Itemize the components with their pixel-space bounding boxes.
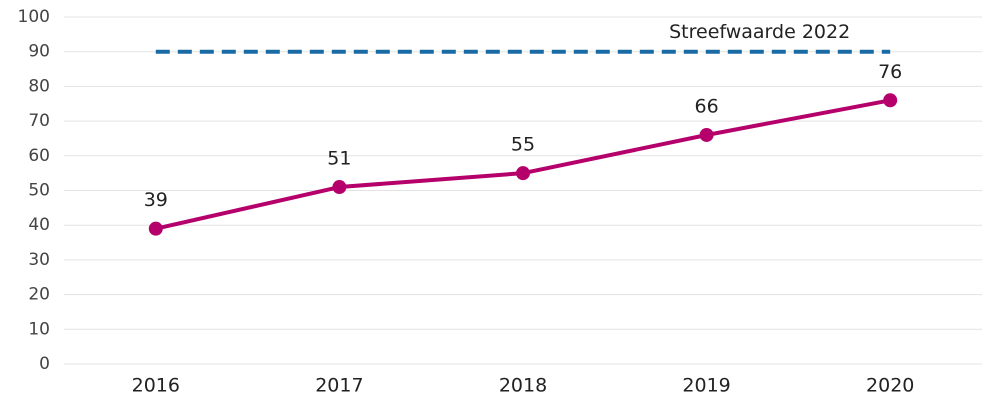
data-label: 66	[695, 95, 719, 117]
y-tick-label: 30	[28, 250, 50, 270]
series-line	[155, 98, 891, 231]
x-tick-label: 2016	[132, 375, 180, 397]
y-tick-label: 40	[28, 215, 50, 235]
data-point	[332, 180, 347, 195]
data-label: 51	[327, 148, 351, 170]
data-label: 39	[144, 189, 168, 211]
y-tick-label: 10	[28, 319, 50, 339]
data-point	[883, 93, 898, 108]
y-tick-label: 50	[28, 181, 50, 201]
data-point	[148, 221, 163, 236]
data-label: 55	[511, 134, 535, 156]
y-tick-label: 90	[28, 42, 50, 62]
y-tick-label: 100	[18, 7, 50, 27]
x-tick-label: 2017	[315, 375, 363, 397]
y-tick-label: 20	[28, 285, 50, 305]
y-tick-label: 0	[39, 354, 50, 374]
y-tick-label: 70	[28, 111, 50, 131]
target-label: Streefwaarde 2022	[669, 21, 850, 43]
data-point	[699, 127, 714, 142]
y-tick-label: 80	[28, 76, 50, 96]
x-tick-label: 2019	[682, 375, 730, 397]
data-label: 76	[878, 61, 902, 83]
y-tick-label: 60	[28, 146, 50, 166]
x-tick-label: 2020	[866, 375, 914, 397]
data-point	[516, 166, 530, 181]
x-tick-label: 2018	[499, 375, 547, 397]
